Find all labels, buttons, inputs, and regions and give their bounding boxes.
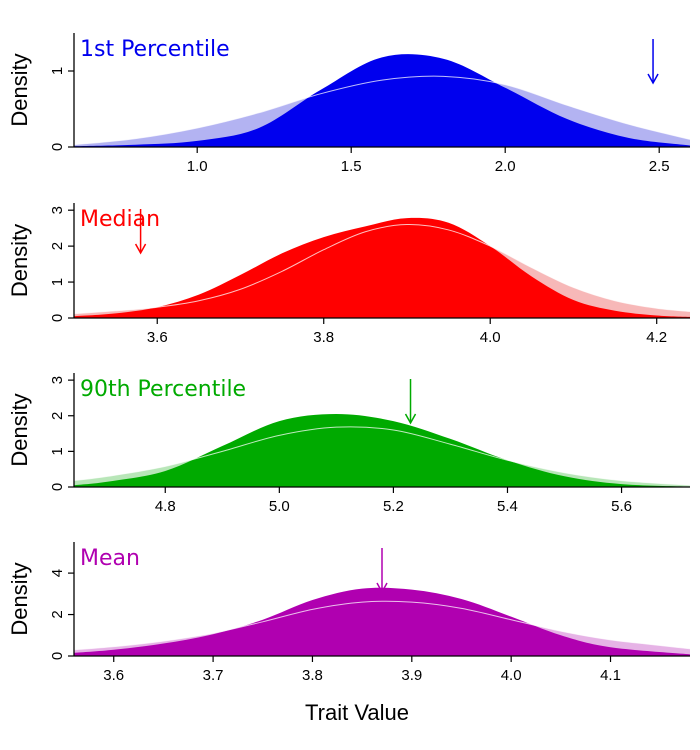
y-tick-label: 3 xyxy=(49,376,66,384)
prior-density-line xyxy=(74,426,690,486)
x-tick-label: 4.8 xyxy=(155,498,176,515)
x-tick-label: 3.9 xyxy=(401,667,422,684)
observed-value-arrowhead xyxy=(647,73,659,85)
x-tick-label: 5.6 xyxy=(611,498,632,515)
x-axis-label: Trait Value xyxy=(305,700,409,725)
y-axis-label: Density xyxy=(7,224,32,297)
x-tick-label: 4.2 xyxy=(646,329,667,346)
x-tick-label: 1.0 xyxy=(187,158,208,175)
panel-title: Mean xyxy=(80,546,140,571)
x-tick-label: 1.5 xyxy=(341,158,362,175)
x-tick-label: 5.2 xyxy=(383,498,404,515)
y-tick-label: 1 xyxy=(49,447,66,455)
posterior-density-area xyxy=(74,587,690,656)
plot-area xyxy=(74,217,690,318)
prior-density-line xyxy=(74,224,690,315)
y-tick-label: 0 xyxy=(49,143,66,151)
prior-density-line xyxy=(74,600,690,651)
x-tick-label: 5.4 xyxy=(497,498,518,515)
y-tick-label: 2 xyxy=(49,610,66,618)
y-tick-label: 0 xyxy=(49,652,66,660)
prior-density-line xyxy=(74,75,690,146)
panel-title: 90th Percentile xyxy=(80,377,246,402)
x-tick-label: 4.0 xyxy=(501,667,522,684)
panel-title: 1st Percentile xyxy=(80,37,230,62)
posterior-density-area xyxy=(74,54,690,147)
x-tick-label: 3.8 xyxy=(313,329,334,346)
y-tick-label: 1 xyxy=(49,67,66,75)
y-tick-label: 2 xyxy=(49,242,66,250)
observed-value-arrowhead xyxy=(404,413,417,425)
panel-1: 0 1 1.0 1.5 2.0 2.5 Density 1st Percentile xyxy=(7,33,690,175)
plot-area xyxy=(74,54,690,147)
observed-value-arrowhead xyxy=(376,582,388,594)
panel-4: 0 2 4 3.6 3.7 3.8 3.9 4.0 4.1 Density Mean xyxy=(7,542,690,684)
x-tick-label: 2.5 xyxy=(649,158,670,175)
y-tick-label: 1 xyxy=(49,278,66,286)
y-tick-label: 0 xyxy=(49,483,66,491)
y-tick-label: 3 xyxy=(49,206,66,214)
plot-area xyxy=(74,587,690,656)
x-tick-label: 4.1 xyxy=(600,667,621,684)
x-tick-label: 3.6 xyxy=(103,667,124,684)
panel-2: 0 1 2 3 3.6 3.8 4.0 4.2 Density Median xyxy=(7,203,690,346)
x-tick-label: 2.0 xyxy=(495,158,516,175)
observed-value-arrowhead xyxy=(134,243,147,255)
panel-title: Median xyxy=(80,207,160,232)
plot-area xyxy=(74,413,690,487)
y-tick-label: 2 xyxy=(49,412,66,420)
x-tick-label: 3.7 xyxy=(203,667,224,684)
y-tick-label: 4 xyxy=(49,569,66,577)
x-tick-label: 5.0 xyxy=(269,498,290,515)
x-tick-label: 4.0 xyxy=(480,329,501,346)
y-axis-label: Density xyxy=(7,53,32,126)
posterior-density-area xyxy=(74,413,690,487)
y-axis-label: Density xyxy=(7,393,32,466)
y-axis-label: Density xyxy=(7,562,32,635)
y-tick-label: 0 xyxy=(49,314,66,322)
panel-3: 0 1 2 3 4.8 5.0 5.2 5.4 5.6 Density 90th Percentil… xyxy=(7,373,690,515)
x-tick-label: 3.8 xyxy=(302,667,323,684)
x-tick-label: 3.6 xyxy=(147,329,168,346)
